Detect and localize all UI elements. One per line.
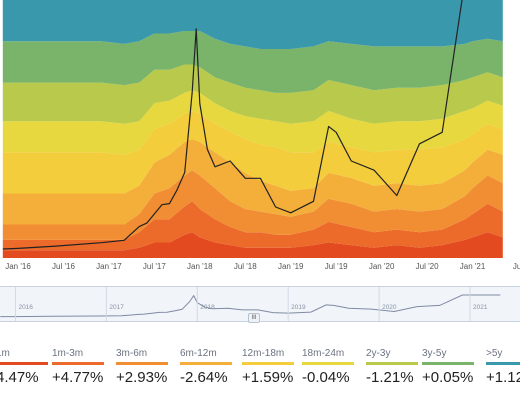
x-tick-label: Jul '20 [415,262,439,271]
range-navigator[interactable]: 2016 2017 2018 2019 2020 2021 [0,286,520,322]
x-tick-label: Jul [512,262,520,271]
x-axis: Jan '16 Jul '16 Jan '17 Jul '17 Jan '18 Jul '… [0,258,520,278]
legend-color-bar [52,362,104,365]
legend-label: 12m-18m [242,348,285,359]
legend-color-bar [116,362,168,365]
navigator-year-label: 2019 [291,304,306,311]
area-band-6m-12m [2,139,503,225]
hodl-waves-chart [2,0,503,258]
legend-color-bar [486,362,520,365]
navigator-line [0,294,501,318]
legend: 1m 4.47% 1m-3m +4.77% 3m-6m +2.93% 6m-12m -2.64… [0,344,520,400]
legend-color-bar [422,362,474,365]
legend-change-value: +1.59% [242,369,294,386]
price-line [2,0,463,250]
area-band-18m-24m [2,90,503,155]
legend-color-bar [302,362,354,365]
legend-change-value: 4.47% [0,369,39,386]
x-tick-label: Jan '20 [368,262,395,271]
x-tick-label: Jan '18 [187,262,213,271]
navigator-year-label: 2017 [109,304,124,311]
area-band-3m-6m [2,170,503,240]
navigator-year-label: 2020 [382,304,397,311]
navigator-year-label: 2016 [18,304,33,311]
navigator-year-label: 2021 [473,304,488,311]
area-band-12m-18m [2,110,503,194]
legend-label: 2y-3y [366,348,391,359]
navigator-year-label: 2018 [200,304,215,311]
x-tick-label: Jul '18 [233,262,257,271]
navigator-scroll-handle[interactable]: III [248,313,260,323]
legend-color-bar [180,362,232,365]
legend-change-value: +2.93% [116,369,168,386]
legend-change-value: +1.12 [486,369,520,386]
x-tick-label: Jan '19 [277,262,304,271]
legend-change-value: -1.21% [366,369,414,386]
area-band-2y-3y [2,64,503,124]
legend-color-bar [366,362,418,365]
x-tick-label: Jul '19 [324,262,348,271]
legend-label: 1m-3m [52,348,84,359]
legend-label: 6m-12m [180,348,217,359]
x-tick-label: Jul '17 [142,262,166,271]
area-band-5y [2,0,503,49]
legend-label: 18m-24m [302,348,345,359]
legend-label: 3y-5y [422,348,447,359]
x-tick-label: Jan '17 [96,262,122,271]
x-tick-label: Jan '21 [459,262,486,271]
legend-color-bar [0,362,48,365]
legend-change-value: +4.77% [52,369,104,386]
legend-change-value: +0.05% [422,369,474,386]
area-band-1m-3m [2,201,503,251]
legend-label: 1m [0,348,10,359]
legend-label: >5y [486,348,503,359]
legend-change-value: -2.64% [180,369,228,386]
legend-color-bar [242,362,294,365]
legend-label: 3m-6m [116,348,148,359]
legend-change-value: -0.04% [302,369,350,386]
x-tick-label: Jul '16 [52,262,75,271]
area-band-3y-5y [2,31,503,93]
navigator-price-line [0,287,501,321]
area-band-1m [2,232,503,258]
x-tick-label: Jan '16 [5,262,31,271]
